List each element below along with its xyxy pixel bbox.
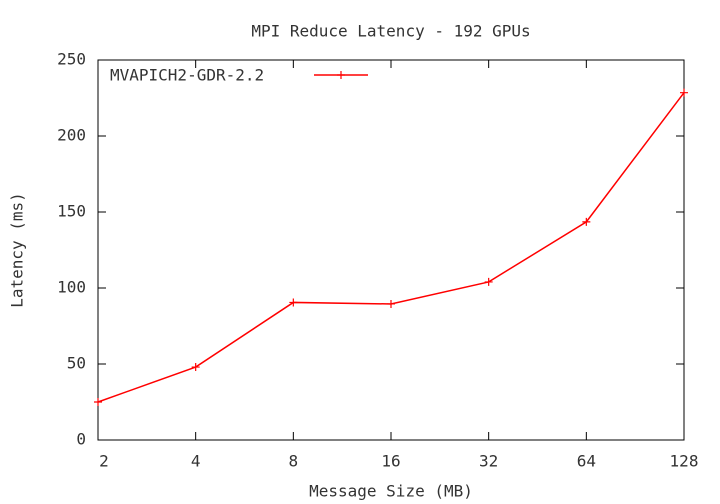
x-tick-label: 2: [99, 452, 109, 471]
marker: [582, 217, 591, 226]
marker: [289, 298, 298, 307]
y-tick-label: 200: [57, 126, 86, 145]
plot-border: [97, 59, 685, 441]
chart-title: MPI Reduce Latency - 192 GPUs: [251, 22, 530, 41]
x-axis-label: Message Size (MB): [309, 482, 473, 501]
x-tick-label: 4: [191, 452, 201, 471]
y-tick-label: 0: [76, 430, 86, 449]
marker: [94, 398, 102, 406]
y-tick-label: 250: [57, 50, 86, 69]
x-tick-label: 128: [670, 452, 699, 471]
series-line: [97, 92, 685, 403]
y-tick-label: 50: [67, 354, 86, 373]
x-tick-label: 16: [381, 452, 400, 471]
x-tick-label: 64: [577, 452, 596, 471]
marker: [484, 277, 493, 286]
y-tick-label: 100: [57, 278, 86, 297]
y-axis-label: Latency (ms): [8, 192, 27, 308]
y-tick-label: 150: [57, 202, 86, 221]
marker: [680, 88, 688, 97]
x-tick-label: 8: [289, 452, 299, 471]
marker: [387, 299, 395, 308]
marker: [337, 71, 345, 79]
x-tick-label: 32: [479, 452, 498, 471]
legend-label: MVAPICH2-GDR-2.2: [110, 66, 264, 85]
marker: [191, 363, 200, 372]
